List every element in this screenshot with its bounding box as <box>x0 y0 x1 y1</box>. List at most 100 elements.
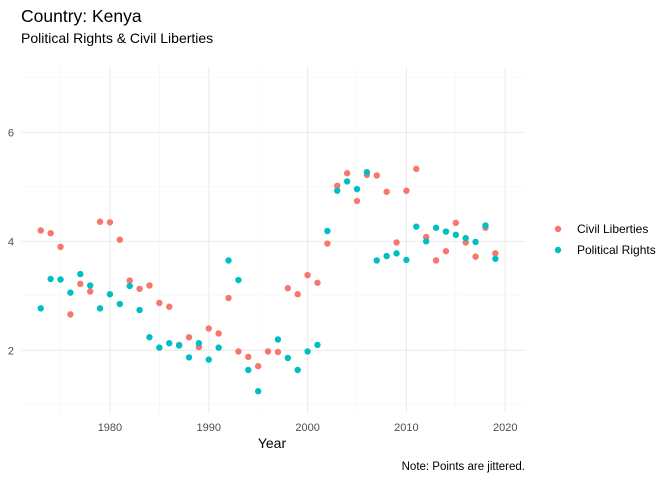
point-civil-liberties <box>353 197 361 205</box>
point-political-rights <box>146 334 153 341</box>
y-axis-ticks: 2 4 6 <box>8 127 14 357</box>
point-civil-liberties <box>215 330 222 337</box>
point-civil-liberties <box>166 303 173 310</box>
point-civil-liberties <box>403 187 410 194</box>
point-political-rights <box>47 275 54 283</box>
point-civil-liberties <box>235 348 242 355</box>
legend-key-political-rights <box>554 246 562 254</box>
point-civil-liberties <box>77 280 84 288</box>
legend-label-civil-liberties: Civil Liberties <box>577 222 648 236</box>
point-civil-liberties <box>294 291 301 298</box>
point-political-rights <box>472 238 479 246</box>
legend: Civil Liberties Political Rights <box>554 222 656 257</box>
point-civil-liberties <box>67 311 74 318</box>
point-political-rights <box>324 227 331 235</box>
y-tick-label: 6 <box>8 127 14 139</box>
point-political-rights <box>442 228 450 235</box>
legend-label-political-rights: Political Rights <box>577 243 656 257</box>
point-civil-liberties <box>383 188 390 195</box>
point-civil-liberties <box>136 285 143 292</box>
chart-title: Country: Kenya <box>21 6 142 26</box>
point-civil-liberties <box>452 219 460 227</box>
point-political-rights <box>57 276 64 283</box>
point-civil-liberties <box>96 218 104 225</box>
y-tick-label: 4 <box>8 236 14 248</box>
point-civil-liberties <box>413 165 420 173</box>
point-political-rights <box>373 257 380 264</box>
point-political-rights <box>284 354 292 362</box>
point-civil-liberties <box>37 227 44 234</box>
data-points <box>37 165 499 395</box>
point-civil-liberties <box>274 348 282 356</box>
point-political-rights <box>106 291 114 298</box>
point-civil-liberties <box>86 288 94 295</box>
point-political-rights <box>205 356 212 363</box>
point-political-rights <box>116 300 124 308</box>
point-civil-liberties <box>126 277 133 284</box>
point-civil-liberties <box>57 243 64 251</box>
point-civil-liberties <box>314 279 321 286</box>
y-tick-label: 2 <box>8 345 14 357</box>
point-civil-liberties <box>185 334 193 341</box>
point-political-rights <box>175 342 183 349</box>
point-political-rights <box>353 185 361 193</box>
point-civil-liberties <box>343 170 351 177</box>
point-political-rights <box>195 340 203 347</box>
point-civil-liberties <box>472 253 479 260</box>
legend-key-civil-liberties <box>554 225 562 233</box>
point-political-rights <box>393 250 400 257</box>
grid-major <box>21 67 525 413</box>
point-political-rights <box>314 341 321 349</box>
x-axis-ticks: 1980 1990 2000 2010 2020 <box>98 422 518 434</box>
point-civil-liberties <box>245 353 252 361</box>
point-political-rights <box>334 187 341 194</box>
point-political-rights <box>482 222 489 229</box>
point-political-rights <box>452 231 460 239</box>
point-political-rights <box>462 234 469 242</box>
point-political-rights <box>156 344 163 351</box>
point-political-rights <box>294 366 301 374</box>
point-civil-liberties <box>225 294 232 302</box>
point-political-rights <box>96 305 104 312</box>
point-political-rights <box>67 289 74 296</box>
point-political-rights <box>126 282 133 290</box>
x-tick-label: 2020 <box>493 422 517 434</box>
point-political-rights <box>422 238 430 245</box>
x-tick-label: 2010 <box>394 422 418 434</box>
point-civil-liberties <box>254 362 262 370</box>
caption: Note: Points are jittered. <box>402 461 525 473</box>
point-political-rights <box>215 344 222 351</box>
x-tick-label: 2000 <box>295 422 319 434</box>
point-political-rights <box>225 257 232 264</box>
point-civil-liberties <box>47 229 54 237</box>
point-political-rights <box>413 223 420 230</box>
point-political-rights <box>274 336 282 343</box>
point-civil-liberties <box>324 240 331 247</box>
point-political-rights <box>383 252 390 260</box>
chart-subtitle: Political Rights & Civil Liberties <box>21 30 213 46</box>
point-civil-liberties <box>432 257 440 264</box>
point-civil-liberties <box>334 182 341 189</box>
point-political-rights <box>363 168 371 176</box>
point-political-rights <box>432 224 440 231</box>
point-civil-liberties <box>304 271 311 279</box>
point-political-rights <box>254 388 262 395</box>
point-civil-liberties <box>393 239 400 246</box>
x-tick-label: 1990 <box>197 422 221 434</box>
x-tick-label: 1980 <box>98 422 122 434</box>
grid-minor <box>21 67 525 413</box>
point-political-rights <box>185 354 193 361</box>
point-political-rights <box>343 178 351 185</box>
point-political-rights <box>37 305 44 312</box>
point-civil-liberties <box>373 172 380 179</box>
point-political-rights <box>304 348 311 355</box>
point-civil-liberties <box>264 348 272 355</box>
point-civil-liberties <box>492 250 499 257</box>
point-civil-liberties <box>106 219 114 226</box>
point-civil-liberties <box>205 325 212 332</box>
point-political-rights <box>86 282 94 289</box>
point-civil-liberties <box>284 285 292 292</box>
point-political-rights <box>136 306 143 314</box>
point-political-rights <box>492 255 499 262</box>
